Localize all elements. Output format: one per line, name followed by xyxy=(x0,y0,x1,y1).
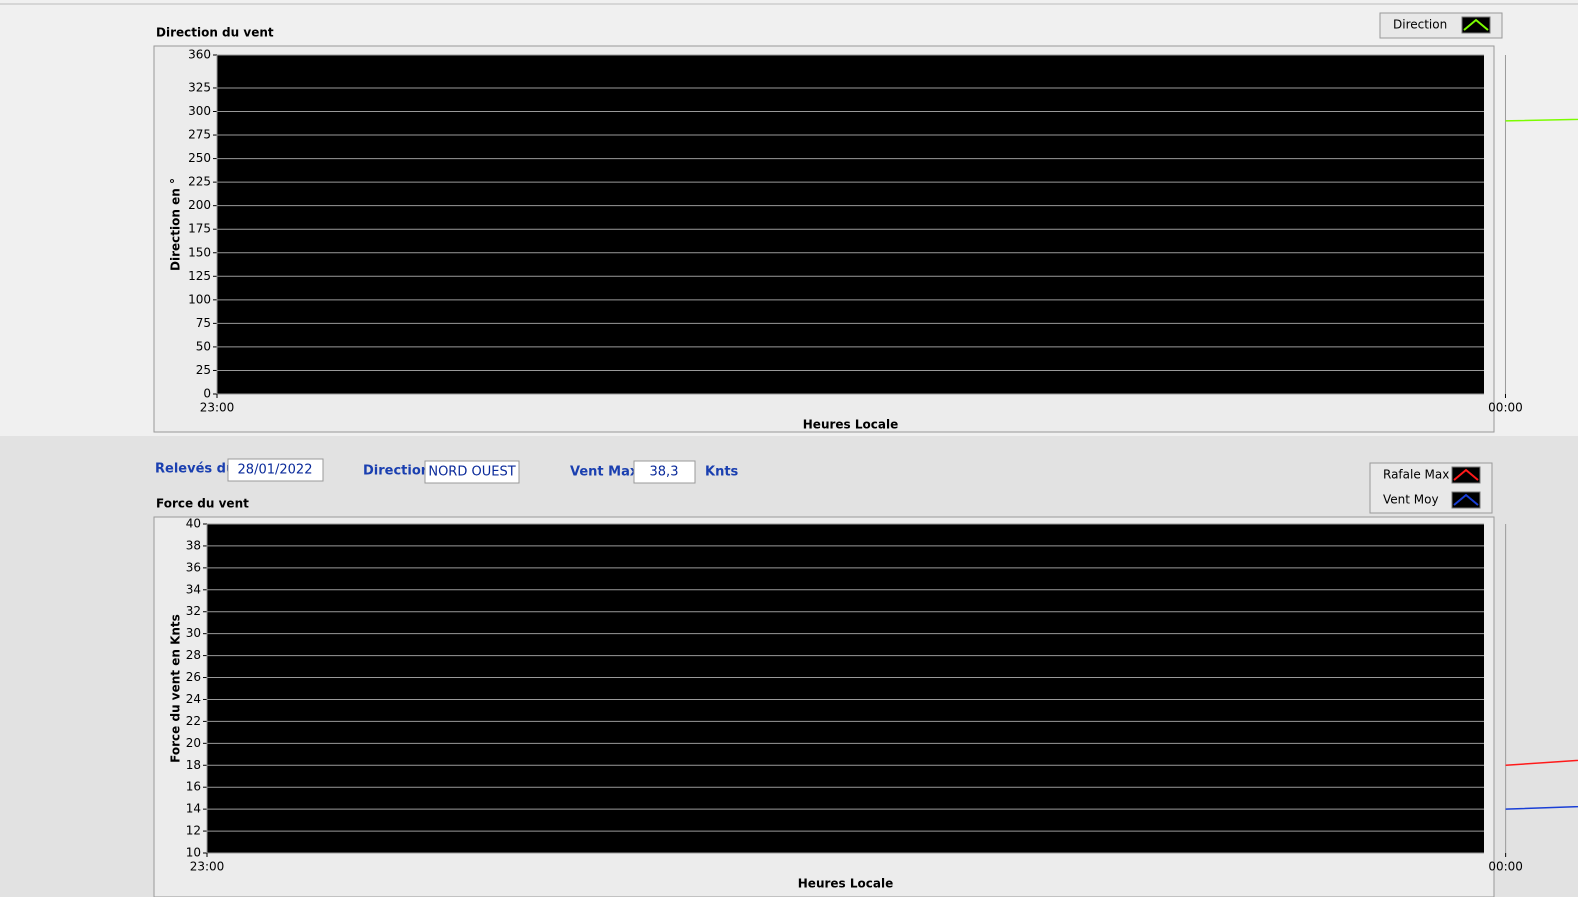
y-tick-label: 200 xyxy=(188,198,211,212)
y-axis-label: Direction en ° xyxy=(169,178,183,271)
legend-label: Direction xyxy=(1393,18,1447,32)
direction-value: NORD OUEST xyxy=(428,465,515,480)
y-tick-label: 32 xyxy=(186,604,201,618)
y-tick-label: 28 xyxy=(186,648,201,662)
y-tick-label: 125 xyxy=(188,269,211,283)
date-value: 28/01/2022 xyxy=(238,463,313,478)
y-tick-label: 40 xyxy=(186,517,201,531)
max-box xyxy=(633,460,696,484)
x-tick-label: 00:00 xyxy=(1488,401,1523,415)
legend-swatch xyxy=(1451,466,1481,484)
y-tick-label: 22 xyxy=(186,714,201,728)
y-tick-label: 25 xyxy=(196,363,211,377)
direction-label: Direction xyxy=(363,464,430,479)
y-tick-label: 30 xyxy=(186,626,201,640)
date-label: Relevés du xyxy=(155,462,235,477)
y-tick-label: 175 xyxy=(188,222,211,236)
y-tick-label: 275 xyxy=(188,128,211,142)
legend-swatch xyxy=(1451,491,1481,509)
y-tick-label: 20 xyxy=(186,736,201,750)
x-tick-label: 23:00 xyxy=(200,401,235,415)
y-tick-label: 38 xyxy=(186,538,201,552)
max-label: Vent Max xyxy=(570,465,639,480)
y-tick-label: 325 xyxy=(188,80,211,94)
legend-label: Rafale Max xyxy=(1383,468,1449,482)
plot-area xyxy=(217,55,1484,394)
date-box xyxy=(227,458,324,482)
chart-title: Direction du vent xyxy=(156,26,274,40)
legend-swatch xyxy=(1461,16,1491,34)
y-tick-label: 24 xyxy=(186,692,201,706)
plot-area xyxy=(207,524,1484,853)
y-tick-label: 14 xyxy=(186,802,201,816)
legend-line xyxy=(1463,18,1489,31)
y-tick-label: 225 xyxy=(188,175,211,189)
y-tick-label: 150 xyxy=(188,245,211,259)
y-tick-label: 16 xyxy=(186,780,201,794)
legend-label: Vent Moy xyxy=(1383,493,1439,507)
legend-line xyxy=(1453,468,1479,481)
x-axis-label: Heures Locale xyxy=(803,418,898,432)
y-tick-label: 100 xyxy=(188,292,211,306)
y-tick-label: 0 xyxy=(203,387,211,401)
unit-label: Knts xyxy=(705,465,739,480)
chart-title: Force du vent xyxy=(156,497,249,511)
y-tick-label: 36 xyxy=(186,560,201,574)
x-tick-label: 00:00 xyxy=(1488,860,1523,874)
legend-line xyxy=(1453,493,1479,506)
x-tick-label: 23:00 xyxy=(190,860,225,874)
x-axis-label: Heures Locale xyxy=(798,877,893,891)
y-axis-label: Force du vent en Knts xyxy=(169,614,183,763)
y-tick-label: 12 xyxy=(186,824,201,838)
y-tick-label: 75 xyxy=(196,316,211,330)
y-tick-label: 34 xyxy=(186,582,201,596)
y-tick-label: 250 xyxy=(188,151,211,165)
y-tick-label: 10 xyxy=(186,846,201,860)
y-tick-label: 50 xyxy=(196,339,211,353)
y-tick-label: 360 xyxy=(188,48,211,62)
y-tick-label: 26 xyxy=(186,670,201,684)
y-tick-label: 300 xyxy=(188,104,211,118)
direction-box xyxy=(424,460,520,484)
y-tick-label: 18 xyxy=(186,758,201,772)
max-value: 38,3 xyxy=(650,465,679,480)
